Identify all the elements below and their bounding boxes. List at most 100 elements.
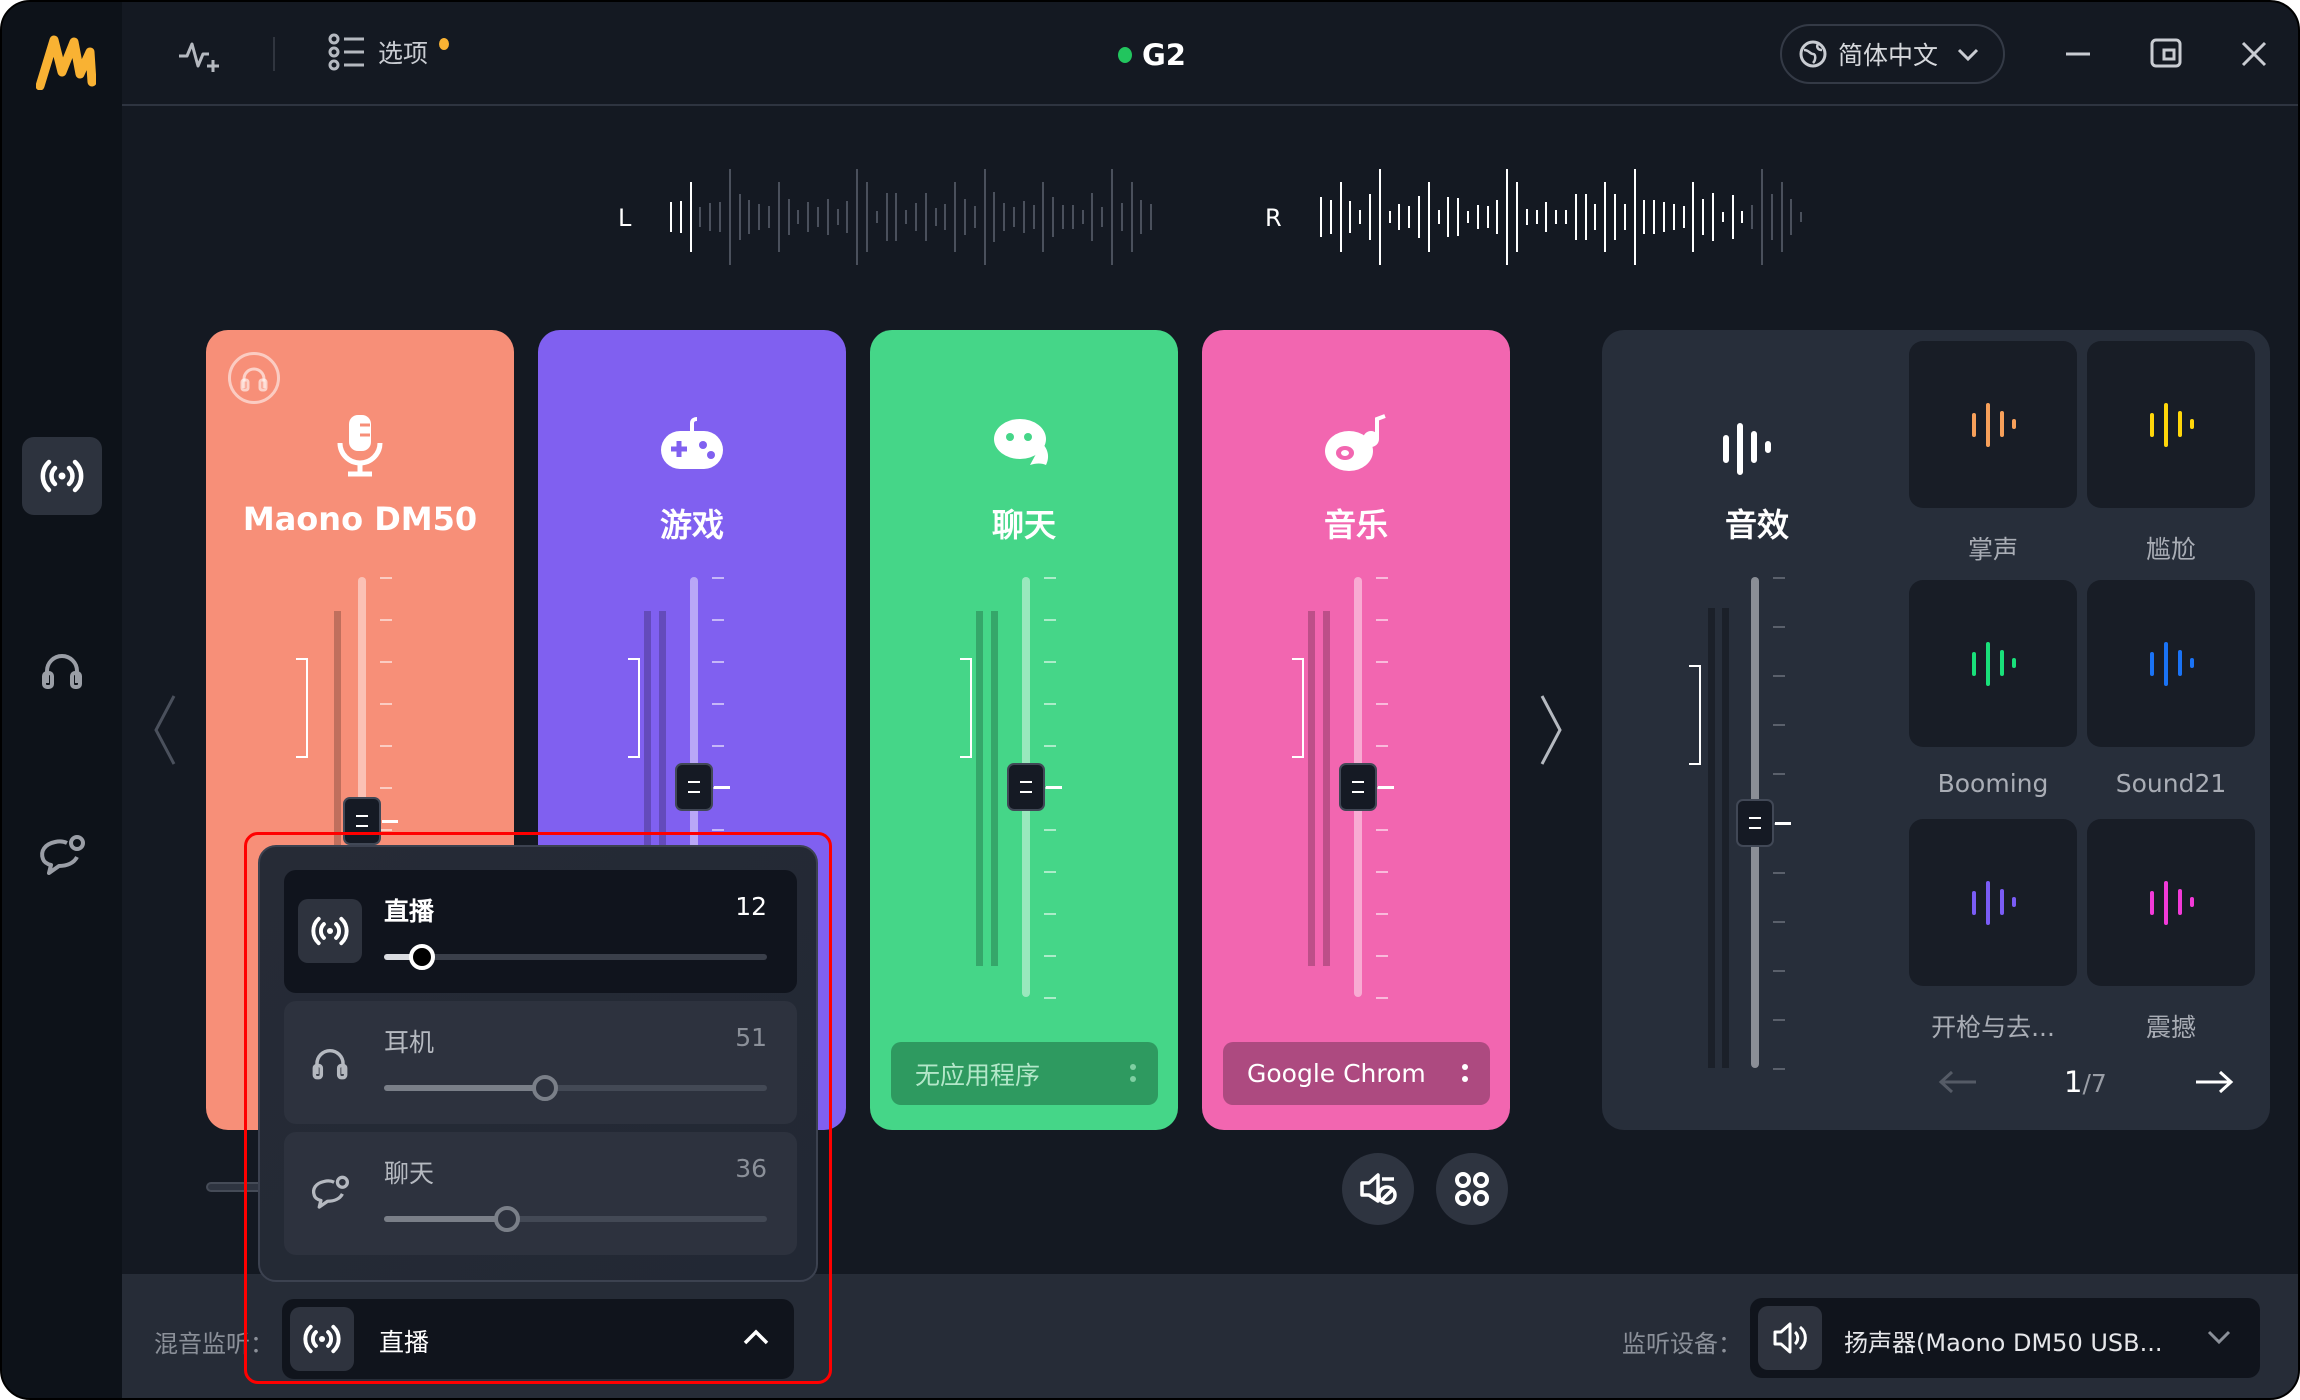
waveform-bar — [1150, 203, 1153, 231]
sound-effects-panel: 音效 掌声 尴尬 Booming Sound21 开枪与去... 震撼 1/7 — [1602, 330, 2270, 1130]
scroll-left-button[interactable] — [152, 692, 178, 772]
fader-tick — [1773, 626, 1785, 629]
mix-monitor-select[interactable]: 直播 — [282, 1299, 794, 1379]
waveform-bar — [807, 202, 810, 232]
scroll-right-button[interactable] — [1538, 692, 1564, 772]
broadcast-icon-box — [290, 1307, 354, 1371]
monitor-source-row[interactable]: 直播 12 — [284, 870, 797, 993]
language-select[interactable]: 简体中文 — [1780, 24, 2005, 84]
fader-tick — [1376, 661, 1388, 663]
sidebar-item-chat[interactable] — [22, 817, 102, 895]
waveform-bar — [1731, 194, 1734, 240]
peak-bracket — [628, 658, 640, 758]
broadcast-icon — [303, 1324, 341, 1354]
waveform-bar — [787, 198, 790, 236]
volume-fader[interactable] — [538, 330, 846, 1130]
effect-tile[interactable] — [1909, 341, 2077, 508]
broadcast-icon — [40, 459, 84, 493]
activity-monitor-button[interactable] — [177, 36, 221, 80]
waveform-bar — [1496, 199, 1499, 235]
fader-tick — [1044, 829, 1056, 831]
waveform-bar — [1712, 192, 1714, 242]
fader-tick — [1773, 577, 1785, 579]
waveform-bar — [748, 200, 751, 234]
waveform-bar — [1130, 182, 1133, 252]
channel-card-chat: 聊天 无应用程序 — [870, 330, 1178, 1130]
waveform-bar — [885, 193, 888, 241]
options-menu-button[interactable]: 选项 — [328, 32, 449, 72]
effect-tile[interactable] — [2087, 580, 2255, 747]
previous-page-button[interactable] — [1938, 1070, 1978, 1098]
device-status-dot — [1118, 47, 1132, 63]
source-volume-slider[interactable] — [384, 1206, 767, 1232]
effects-volume-fader[interactable] — [1602, 330, 2270, 1130]
fader-tick — [380, 745, 392, 747]
monitor-device-select[interactable]: 扬声器(Maono DM50 USB... — [1750, 1298, 2260, 1378]
waveform-bar — [1545, 202, 1548, 232]
app-selector[interactable]: Google Chrom — [1223, 1042, 1490, 1105]
waveform-bar — [934, 208, 937, 226]
hidden-slider-fragment — [206, 1182, 266, 1192]
fader-track[interactable] — [358, 577, 366, 997]
fader-handle[interactable] — [1339, 763, 1377, 811]
list-options-icon — [328, 33, 364, 71]
fader-level-mark — [1775, 821, 1791, 825]
sidebar-item-headphones[interactable] — [22, 630, 102, 708]
slider-thumb[interactable] — [493, 1206, 520, 1232]
fader-handle[interactable] — [1007, 763, 1045, 811]
fader-tick — [380, 703, 392, 705]
fader-tick — [1376, 955, 1388, 957]
waveform-bar — [1741, 211, 1744, 223]
sidebar — [2, 2, 122, 1398]
source-volume-slider[interactable] — [384, 944, 767, 970]
chevron-up-icon — [743, 1329, 769, 1345]
sound-wave-icon — [1972, 880, 2016, 925]
fader-tick — [1376, 745, 1388, 747]
restore-button[interactable] — [2150, 38, 2182, 72]
waveform-bar — [836, 208, 839, 226]
options-label: 选项 — [378, 39, 429, 68]
monitor-toggle-button[interactable] — [228, 352, 280, 404]
effect-tile[interactable] — [1909, 819, 2077, 986]
level-meter — [991, 611, 998, 966]
effects-title: 音效 — [1724, 506, 1789, 544]
next-page-button[interactable] — [2194, 1070, 2234, 1098]
level-meter — [1323, 611, 1330, 966]
apps-grid-button[interactable] — [1436, 1153, 1508, 1225]
volume-fader[interactable] — [870, 330, 1178, 1130]
app-selector[interactable]: 无应用程序 — [891, 1042, 1158, 1105]
fader-handle[interactable] — [675, 763, 713, 811]
source-volume-slider[interactable] — [384, 1075, 767, 1101]
effect-label: 尴尬 — [2145, 535, 2196, 564]
fader-tick — [712, 577, 724, 579]
minimize-button[interactable] — [2064, 42, 2092, 70]
volume-fader[interactable] — [1202, 330, 1510, 1130]
close-button[interactable] — [2240, 40, 2268, 72]
headphones-icon — [240, 367, 268, 392]
fader-tick — [712, 829, 724, 831]
fader-tick — [380, 829, 392, 831]
effect-tile[interactable] — [2087, 819, 2255, 986]
mute-effects-button[interactable] — [1342, 1153, 1414, 1225]
more-options-icon[interactable] — [1462, 1064, 1468, 1082]
monitor-device-value: 扬声器(Maono DM50 USB... — [1844, 1329, 2163, 1357]
waveform-bar — [738, 194, 741, 240]
fader-handle[interactable] — [1736, 798, 1774, 847]
slider-thumb[interactable] — [531, 1075, 558, 1101]
fader-handle[interactable] — [343, 796, 381, 845]
waveform-bar — [797, 210, 800, 224]
slider-thumb[interactable] — [409, 944, 436, 970]
monitor-source-row[interactable]: 耳机 51 — [284, 1001, 797, 1124]
more-options-icon[interactable] — [1130, 1064, 1136, 1082]
level-meter — [334, 611, 341, 966]
waveform-bar — [1071, 204, 1074, 229]
chevron-right-icon — [1540, 695, 1562, 765]
sidebar-item-broadcast[interactable] — [22, 437, 102, 515]
monitor-source-row[interactable]: 聊天 36 — [284, 1132, 797, 1255]
level-meter — [644, 611, 651, 966]
slider-fill — [384, 954, 423, 960]
effect-tile[interactable] — [2087, 341, 2255, 508]
source-icon-box — [298, 1030, 362, 1094]
effect-tile[interactable] — [1909, 580, 2077, 747]
waveform-bar — [1349, 201, 1352, 233]
